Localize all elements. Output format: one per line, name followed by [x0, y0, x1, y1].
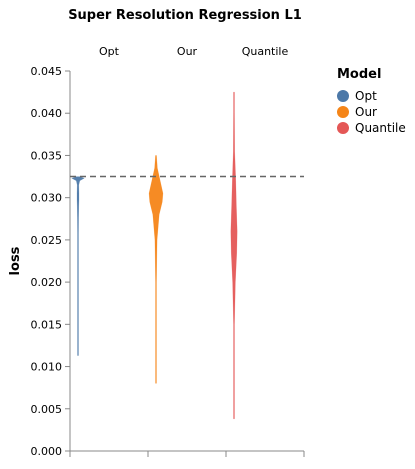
facet-header: Opt: [99, 45, 120, 58]
y-tick-label: 0.015: [31, 318, 63, 331]
y-tick-label: 0.010: [31, 361, 63, 374]
y-tick-label: 0.020: [31, 276, 63, 289]
legend-symbol-our: [337, 106, 349, 118]
y-tick-label: 0.040: [31, 107, 63, 120]
legend-symbol-opt: [337, 90, 349, 102]
violin-opt: [71, 176, 85, 356]
violin-quantile: [230, 91, 238, 420]
y-tick-label: 0.025: [31, 234, 63, 247]
legend-label: Opt: [355, 89, 377, 103]
facet-header: Our: [177, 45, 198, 58]
legend-title: Model: [337, 67, 381, 82]
chart-title: Super Resolution Regression L1: [68, 8, 302, 23]
violin-our: [148, 155, 164, 384]
y-tick-label: 0.045: [31, 65, 63, 78]
y-tick-label: 0.030: [31, 192, 63, 205]
y-axis-title: loss: [8, 246, 23, 275]
facet-header: Quantile: [242, 45, 289, 58]
y-tick-label: 0.000: [31, 445, 63, 458]
legend-label: Our: [355, 105, 377, 119]
legend-symbol-quantile: [337, 122, 349, 134]
y-tick-label: 0.035: [31, 149, 63, 162]
y-tick-label: 0.005: [31, 403, 63, 416]
legend-label: Quantile: [355, 121, 406, 135]
